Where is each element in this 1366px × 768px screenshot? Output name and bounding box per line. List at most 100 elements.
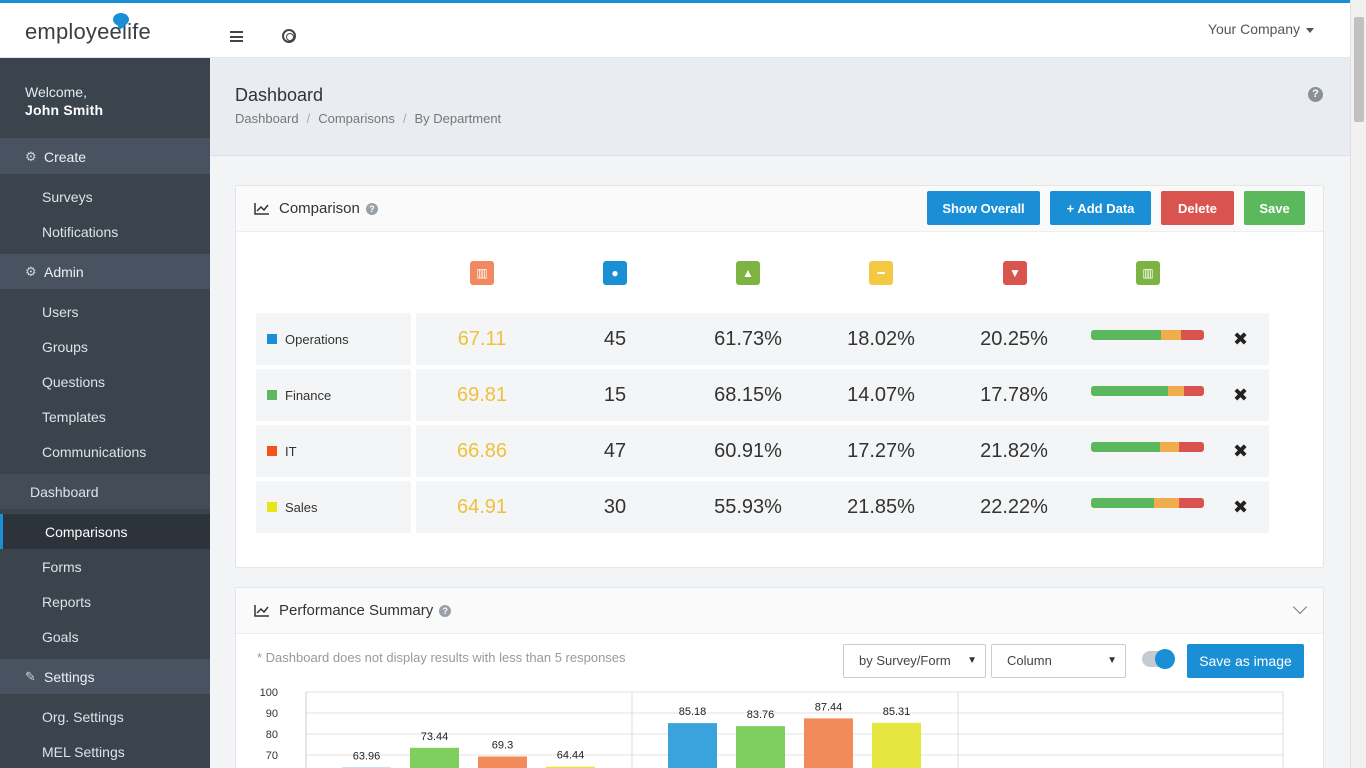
breadcrumb-comparisons[interactable]: Comparisons <box>318 111 395 126</box>
breadcrumb-dashboard[interactable]: Dashboard <box>235 111 299 126</box>
chart-bar <box>410 747 459 768</box>
delete-button[interactable]: Delete <box>1161 191 1234 225</box>
help-lifebuoy-icon[interactable] <box>282 29 296 43</box>
caret-down-icon <box>1306 27 1314 33</box>
comparison-row: Finance 69.81 15 68.15% 14.07% 17.78% ✖ <box>256 369 1269 421</box>
wrench-icon: ✎ <box>25 668 36 684</box>
sidebar-item-notifications[interactable]: Notifications <box>42 223 119 240</box>
chat-bubble-icon <box>113 13 129 26</box>
count-value: 47 <box>603 440 627 462</box>
help-icon[interactable]: ? <box>1308 87 1323 102</box>
sidebar-section-settings[interactable]: ✎ Settings <box>0 659 210 694</box>
legend-swatch <box>267 446 277 456</box>
dropdown-arrow-icon: ▼ <box>967 655 977 666</box>
page-title: Dashboard <box>235 85 324 105</box>
chart-bar <box>478 756 527 768</box>
respondents-icon: ● <box>603 261 627 285</box>
add-data-button[interactable]: + Add Data <box>1050 191 1151 225</box>
department-name: Sales <box>285 499 318 515</box>
department-name: IT <box>285 443 297 459</box>
score-value: 64.91 <box>456 496 508 518</box>
distribution-negative-segment <box>1179 442 1204 452</box>
sidebar-section-admin[interactable]: ⚙ Admin <box>0 254 210 289</box>
department-name: Operations <box>285 331 349 347</box>
legend-swatch <box>267 390 277 400</box>
bar-value-label: 64.44 <box>557 750 585 762</box>
negative-value: 22.22% <box>980 496 1048 518</box>
score-value: 66.86 <box>456 440 508 462</box>
breadcrumb: Dashboard / Comparisons / By Department <box>235 111 502 126</box>
sidebar-item-comparisons[interactable]: Comparisons <box>0 514 210 549</box>
neutral-value: 21.85% <box>847 496 915 518</box>
sidebar-item-reports[interactable]: Reports <box>42 593 92 610</box>
legend-swatch <box>267 334 277 344</box>
performance-header: Performance Summary ? <box>236 588 1323 634</box>
negative-value: 21.82% <box>980 440 1048 462</box>
bar-value-label: 87.44 <box>815 701 843 713</box>
distribution-negative-segment <box>1178 498 1204 508</box>
department-name: Finance <box>285 387 332 403</box>
distribution-positive-segment <box>1091 442 1160 452</box>
show-overall-button[interactable]: Show Overall <box>927 191 1040 225</box>
app-logo[interactable]: employeelife <box>25 13 151 45</box>
user-name: John Smith <box>25 102 104 118</box>
negative-value: 20.25% <box>980 328 1048 350</box>
chart-toggle[interactable] <box>1142 649 1175 669</box>
sidebar-item-templates[interactable]: Templates <box>42 408 106 425</box>
positive-value: 61.73% <box>714 328 782 350</box>
help-icon[interactable]: ? <box>365 202 378 215</box>
y-tick-label: 80 <box>266 729 278 741</box>
menu-toggle-icon[interactable] <box>230 31 243 42</box>
comparison-title: Comparison <box>279 200 360 217</box>
performance-title: Performance Summary <box>279 602 434 619</box>
sidebar-item-users[interactable]: Users <box>42 303 79 320</box>
remove-row-icon[interactable]: ✖ <box>1233 441 1249 461</box>
remove-row-icon[interactable]: ✖ <box>1233 385 1249 405</box>
performance-chart: 100 90 80 70 63.96 73.44 69.3 64.44 85.18 83.76 87… <box>260 687 1284 768</box>
bar-value-label: 69.3 <box>492 739 513 751</box>
page-scrollbar[interactable] <box>1350 0 1366 768</box>
distribution-negative-segment <box>1183 386 1204 396</box>
line-chart-icon <box>254 203 269 215</box>
y-tick-label: 90 <box>266 708 278 720</box>
help-icon[interactable]: ? <box>439 604 452 617</box>
sidebar-item-questions[interactable]: Questions <box>42 373 106 390</box>
sidebar-section-create[interactable]: ⚙ Create <box>0 139 210 174</box>
dropdown-arrow-icon: ▼ <box>1107 655 1117 666</box>
sidebar-item-mel-settings[interactable]: MEL Settings <box>42 743 125 760</box>
score-value: 67.11 <box>457 328 507 350</box>
comparison-row: Operations 67.11 45 61.73% 18.02% 20.25% ✖ <box>256 313 1269 365</box>
save-button[interactable]: Save <box>1244 191 1305 225</box>
score-icon: ▥ <box>470 261 494 285</box>
company-menu[interactable]: Your Company <box>1208 21 1314 37</box>
negative-value: 17.78% <box>980 384 1048 406</box>
sidebar-item-groups[interactable]: Groups <box>42 338 88 355</box>
y-tick-label: 100 <box>260 687 278 699</box>
positive-value: 68.15% <box>714 384 782 406</box>
chart-bar <box>668 723 717 768</box>
group-by-select[interactable]: by Survey/Form ▼ <box>843 644 986 678</box>
comparison-header: Comparison ? <box>236 186 1323 232</box>
breadcrumb-by-department: By Department <box>414 111 502 126</box>
distribution-neutral-segment <box>1159 442 1180 452</box>
distribution-positive-segment <box>1091 386 1168 396</box>
sidebar-item-communications[interactable]: Communications <box>42 443 147 460</box>
remove-row-icon[interactable]: ✖ <box>1233 329 1249 349</box>
remove-row-icon[interactable]: ✖ <box>1233 497 1249 517</box>
sidebar-item-goals[interactable]: Goals <box>42 628 79 645</box>
bar-value-label: 85.18 <box>679 706 707 718</box>
welcome-text: Welcome, <box>25 84 87 100</box>
chart-bar <box>804 718 853 768</box>
save-as-image-button[interactable]: Save as image <box>1187 644 1304 678</box>
neutral-value: 17.27% <box>847 440 915 462</box>
count-value: 15 <box>603 384 627 406</box>
distribution-bar <box>1091 498 1204 508</box>
bar-value-label: 63.96 <box>353 751 381 763</box>
sidebar-item-forms[interactable]: Forms <box>42 558 82 575</box>
sidebar-item-org-settings[interactable]: Org. Settings <box>42 708 124 725</box>
distribution-positive-segment <box>1091 330 1161 340</box>
sidebar-item-surveys[interactable]: Surveys <box>42 188 93 205</box>
comparison-panel: Comparison ? Show Overall + Add Data Del… <box>235 185 1324 568</box>
sidebar-section-dashboard[interactable]: Dashboard <box>0 474 210 509</box>
chart-type-select[interactable]: Column ▼ <box>991 644 1126 678</box>
